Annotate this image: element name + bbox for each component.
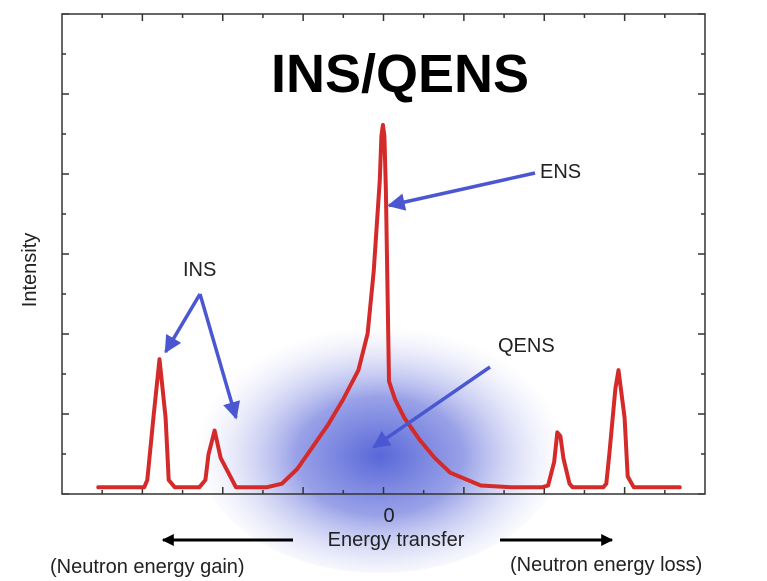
annotation-label-ens: ENS xyxy=(540,161,581,183)
annotation-arrow-qens-0 xyxy=(372,365,491,449)
annotation-label-qens: QENS xyxy=(498,335,555,357)
x-tick-label-zero: 0 xyxy=(383,505,394,527)
energy-loss-label: (Neutron energy loss) xyxy=(510,554,702,576)
annotation-arrow-ins-1 xyxy=(198,293,241,420)
annotation-label-ins: INS xyxy=(183,259,216,281)
spectrum-line-series xyxy=(96,123,682,490)
annotation-arrows xyxy=(164,171,536,449)
chart-title: INS/QENS xyxy=(271,44,529,104)
x-axis-ticks xyxy=(101,14,666,494)
energy-gain-label: (Neutron energy gain) xyxy=(50,556,245,578)
annotation-arrow-ens-0 xyxy=(387,171,536,211)
y-axis-label: Intensity xyxy=(19,233,41,307)
x-axis-label: Energy transfer xyxy=(328,529,465,551)
y-axis-ticks xyxy=(62,13,705,495)
annotation-arrow-ins-0 xyxy=(164,293,202,354)
